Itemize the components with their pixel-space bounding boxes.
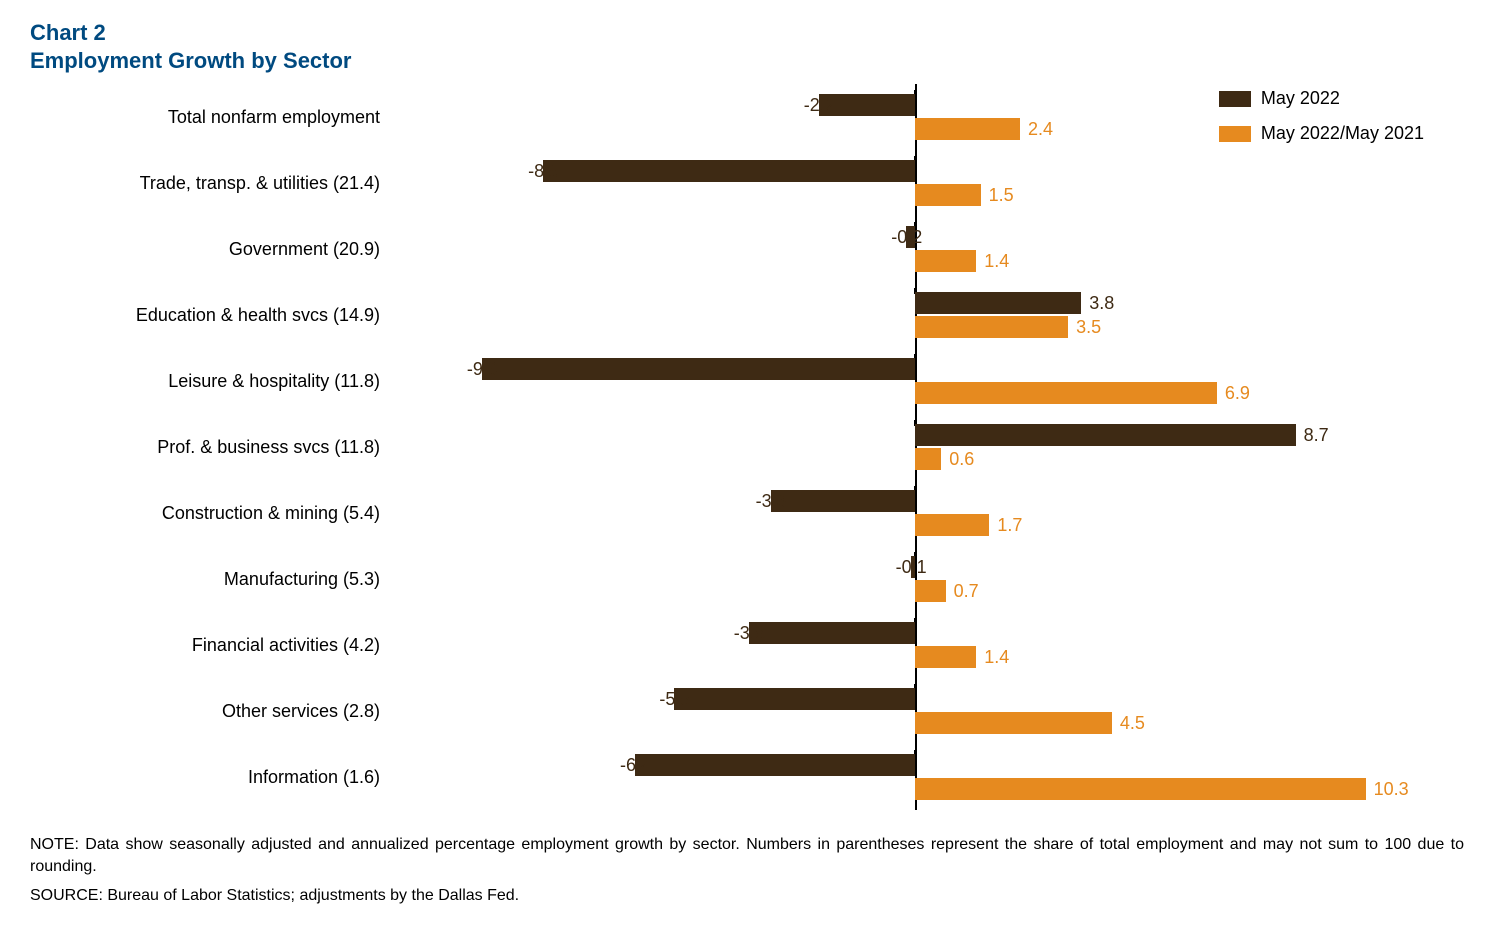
bar (915, 424, 1296, 446)
category-label: Information (1.6) (30, 744, 390, 810)
bar-value-label: -0.2 (891, 227, 922, 248)
bar-row: 3.83.5 (390, 282, 1464, 348)
bar-value-label: 1.4 (984, 647, 1009, 668)
bar-row: -3.3 1.7 (390, 480, 1464, 546)
bar-value-label: -3.3 (756, 491, 787, 512)
plot-area: May 2022 May 2022/May 2021 -2.22.4-8.51.… (390, 84, 1464, 810)
bar-value-label: 3.8 (1089, 293, 1114, 314)
chart-title: Employment Growth by Sector (30, 48, 1464, 74)
footnote: NOTE: Data show seasonally adjusted and … (30, 834, 1464, 877)
bar-value-label: 6.9 (1225, 383, 1250, 404)
bar (915, 250, 976, 272)
bar (915, 448, 941, 470)
bar-row: -5.5 4.5 (390, 678, 1464, 744)
bar-row: -8.5 1.5 (390, 150, 1464, 216)
bar (915, 580, 946, 602)
bar (771, 490, 915, 512)
category-label: Construction & mining (5.4) (30, 480, 390, 546)
bar-value-label: 1.7 (997, 515, 1022, 536)
bar-value-label: -9.9 (467, 359, 498, 380)
bar-row: -9.9 6.9 (390, 348, 1464, 414)
category-label: Prof. & business svcs (11.8) (30, 414, 390, 480)
category-label: Total nonfarm employment (30, 84, 390, 150)
bar-value-label: -6.4 (620, 755, 651, 776)
bar-row: -6.4 10.3 (390, 744, 1464, 810)
category-label: Trade, transp. & utilities (21.4) (30, 150, 390, 216)
bar (915, 118, 1020, 140)
category-label: Other services (2.8) (30, 678, 390, 744)
bar (915, 184, 981, 206)
bar-value-label: 1.4 (984, 251, 1009, 272)
bar (674, 688, 915, 710)
bar (915, 514, 989, 536)
bar-value-label: 10.3 (1374, 779, 1409, 800)
bar-row: 8.7 0.6 (390, 414, 1464, 480)
bar (915, 382, 1217, 404)
bar-row: -0.2 1.4 (390, 216, 1464, 282)
bar-row: -0.1 0.7 (390, 546, 1464, 612)
y-axis-labels: Total nonfarm employmentTrade, transp. &… (30, 84, 390, 810)
bar-row: -2.2 2.4 (390, 84, 1464, 150)
bar-row: -3.8 1.4 (390, 612, 1464, 678)
category-label: Leisure & hospitality (11.8) (30, 348, 390, 414)
bar (635, 754, 915, 776)
bar (749, 622, 915, 644)
bar-value-label: 8.7 (1304, 425, 1329, 446)
bar-value-label: -0.1 (896, 557, 927, 578)
chart-number: Chart 2 (30, 20, 1464, 46)
bar (915, 646, 976, 668)
bar (915, 316, 1068, 338)
source-line: SOURCE: Bureau of Labor Statistics; adju… (30, 887, 1464, 905)
bar-value-label: 0.6 (949, 449, 974, 470)
category-label: Manufacturing (5.3) (30, 546, 390, 612)
bar (543, 160, 915, 182)
bar-value-label: 1.5 (989, 185, 1014, 206)
bar-value-label: -2.2 (804, 95, 835, 116)
bar (482, 358, 915, 380)
chart-area: Total nonfarm employmentTrade, transp. &… (30, 84, 1464, 810)
category-label: Education & health svcs (14.9) (30, 282, 390, 348)
bar-value-label: -5.5 (659, 689, 690, 710)
bar (915, 778, 1366, 800)
bar (915, 712, 1112, 734)
category-label: Financial activities (4.2) (30, 612, 390, 678)
bar (915, 292, 1081, 314)
bar-value-label: 4.5 (1120, 713, 1145, 734)
bar-value-label: 2.4 (1028, 119, 1053, 140)
bar-value-label: -8.5 (528, 161, 559, 182)
category-label: Government (20.9) (30, 216, 390, 282)
bar-value-label: 3.5 (1076, 317, 1101, 338)
bar-value-label: 0.7 (954, 581, 979, 602)
bar-value-label: -3.8 (734, 623, 765, 644)
